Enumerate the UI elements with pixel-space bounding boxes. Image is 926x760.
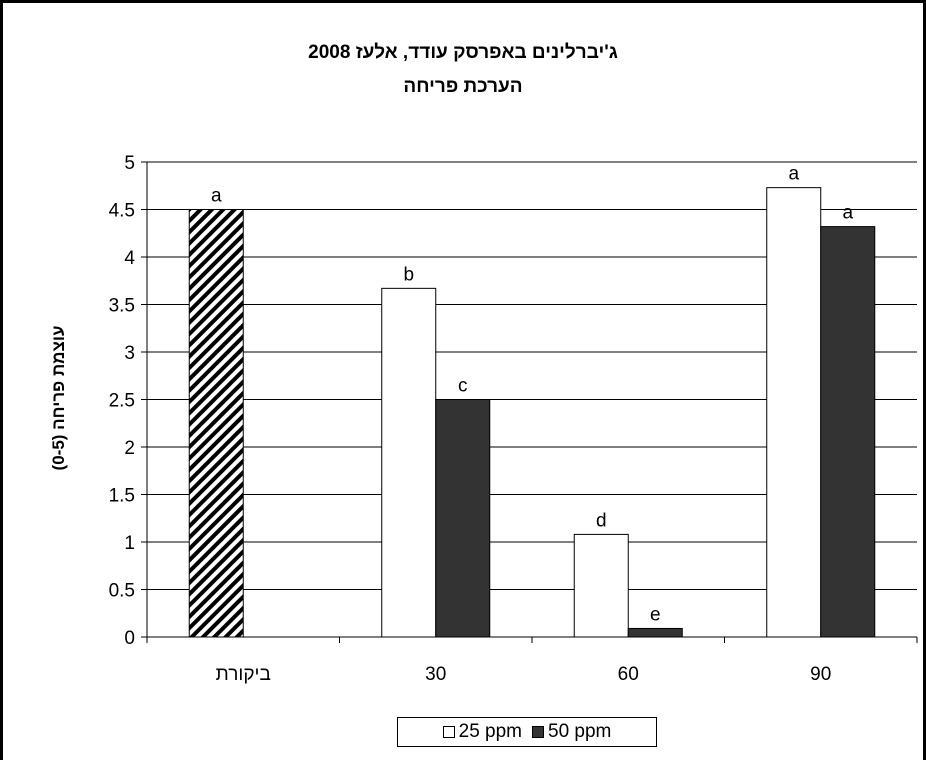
legend-label-50ppm: 50 ppm	[548, 721, 612, 742]
legend-label-25ppm: 25 ppm	[458, 721, 522, 742]
y-tick-label: 0.5	[109, 581, 135, 602]
y-tick-label: 2.5	[109, 391, 135, 412]
bar-50ppm	[820, 226, 876, 638]
y-axis-label: עוצמת פריחה (0-5)	[49, 326, 68, 471]
data-label: b	[403, 264, 414, 285]
x-tick-label: ביקורת	[216, 664, 271, 685]
legend-swatch-dark	[532, 726, 544, 738]
bar-25ppm	[573, 533, 629, 638]
data-label: a	[842, 203, 853, 224]
bar-50ppm	[627, 627, 683, 638]
bars	[188, 187, 876, 638]
chart-subtitle: הערכת פריחה	[403, 76, 523, 97]
y-tick-label: 4	[124, 248, 135, 269]
y-tick-label: 4.5	[109, 201, 135, 222]
x-tick-label: 30	[425, 664, 446, 685]
y-tick-label: 1	[124, 533, 135, 554]
y-tick-label: 5	[124, 153, 135, 174]
data-label: d	[596, 510, 607, 531]
data-label: a	[788, 164, 799, 185]
data-label: a	[211, 186, 222, 207]
legend-entry-25ppm: 25 ppm	[442, 721, 522, 743]
data-label: c	[458, 376, 468, 397]
data-label: e	[650, 604, 661, 625]
legend: 25 ppm 50 ppm	[397, 717, 657, 747]
bar-50ppm	[435, 399, 491, 638]
y-tick-label: 3	[124, 343, 135, 364]
x-tick-label: 60	[618, 664, 639, 685]
y-tick-label: 2	[124, 438, 135, 459]
bar-control	[188, 209, 244, 638]
x-tick-label: 90	[810, 664, 831, 685]
legend-entry-50ppm: 50 ppm	[532, 721, 611, 743]
bar-25ppm	[766, 187, 822, 638]
chart-title: ג'יברלינים באפרסק עודד, אלעז 2008	[308, 42, 618, 63]
bar-25ppm	[381, 287, 437, 638]
data-labels: a b c d e a a	[211, 164, 854, 626]
legend-swatch-white	[442, 726, 455, 738]
axes: 0 0.5 1 1.5 2 2.5 3 3.5 4 4.5 5 ביקורת 30 60 90	[109, 153, 918, 685]
y-tick-label: 1.5	[109, 486, 135, 507]
y-tick-label: 0	[124, 628, 135, 649]
y-tick-label: 3.5	[109, 296, 135, 317]
